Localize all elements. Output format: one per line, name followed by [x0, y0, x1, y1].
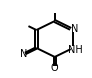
Text: N: N [71, 24, 78, 34]
Text: NH: NH [68, 45, 83, 55]
Text: N: N [20, 49, 27, 59]
Text: O: O [51, 63, 59, 73]
